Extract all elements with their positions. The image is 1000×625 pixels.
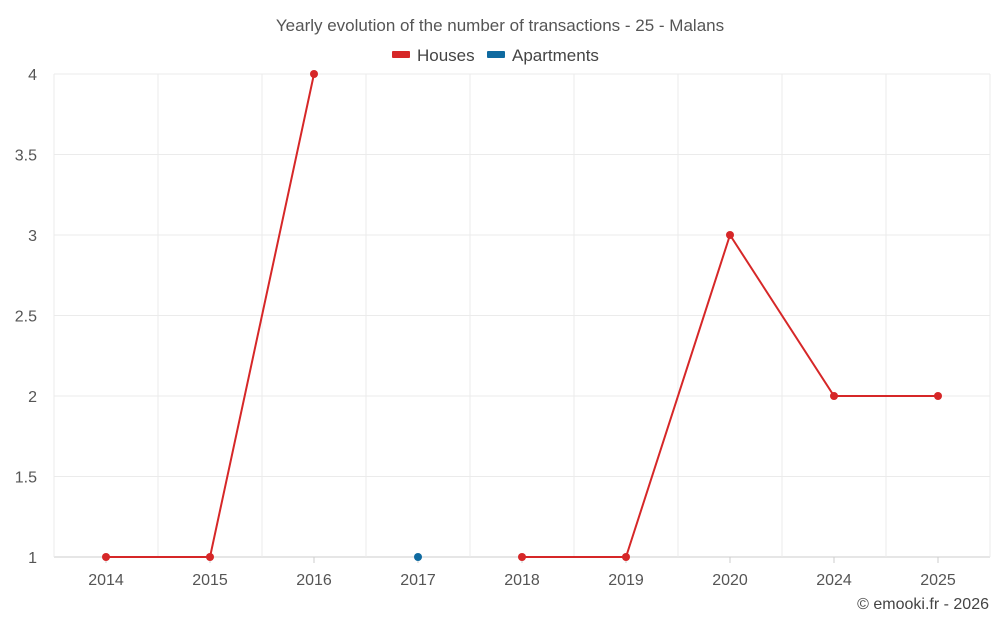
y-tick-label: 1.5 <box>15 470 37 487</box>
chart-title: Yearly evolution of the number of transa… <box>276 16 724 35</box>
series-apartments <box>414 553 422 561</box>
data-point-houses-2019[interactable] <box>622 553 630 561</box>
x-tick-label: 2015 <box>192 572 228 589</box>
data-point-houses-2016[interactable] <box>310 70 318 78</box>
x-tick-label: 2016 <box>296 572 332 589</box>
y-tick-label: 4 <box>28 67 37 84</box>
grid <box>53 73 991 558</box>
series-layer <box>102 70 942 561</box>
x-axis: 2014 2015 2016 2017 2018 2019 2020 2024 2025 <box>88 557 956 589</box>
legend-swatch-houses <box>392 51 410 58</box>
y-tick-label: 1 <box>28 550 37 567</box>
legend-label-houses: Houses <box>417 46 475 65</box>
data-point-houses-2015[interactable] <box>206 553 214 561</box>
legend-item-apartments[interactable]: Apartments <box>487 46 599 65</box>
x-tick-label: 2019 <box>608 572 644 589</box>
data-point-houses-2018[interactable] <box>518 553 526 561</box>
x-tick-label: 2024 <box>816 572 852 589</box>
data-point-houses-2025[interactable] <box>934 392 942 400</box>
data-point-houses-2014[interactable] <box>102 553 110 561</box>
x-tick-label: 2014 <box>88 572 124 589</box>
y-tick-label: 2 <box>28 389 37 406</box>
x-tick-label: 2017 <box>400 572 436 589</box>
y-tick-label: 3 <box>28 228 37 245</box>
x-tick-label: 2025 <box>920 572 956 589</box>
credit-text: © emooki.fr - 2026 <box>857 596 989 613</box>
data-point-apartments-2017[interactable] <box>414 553 422 561</box>
y-axis: 1 1.5 2 2.5 3 3.5 4 <box>15 67 37 567</box>
y-tick-label: 3.5 <box>15 148 37 165</box>
y-tick-label: 2.5 <box>15 309 37 326</box>
legend-item-houses[interactable]: Houses <box>392 46 475 65</box>
legend-swatch-apartments <box>487 51 505 58</box>
x-tick-label: 2018 <box>504 572 540 589</box>
legend-label-apartments: Apartments <box>512 46 599 65</box>
legend: Houses Apartments <box>392 46 599 65</box>
data-point-houses-2024[interactable] <box>830 392 838 400</box>
data-point-houses-2020[interactable] <box>726 231 734 239</box>
series-houses <box>102 70 942 561</box>
x-tick-label: 2020 <box>712 572 748 589</box>
